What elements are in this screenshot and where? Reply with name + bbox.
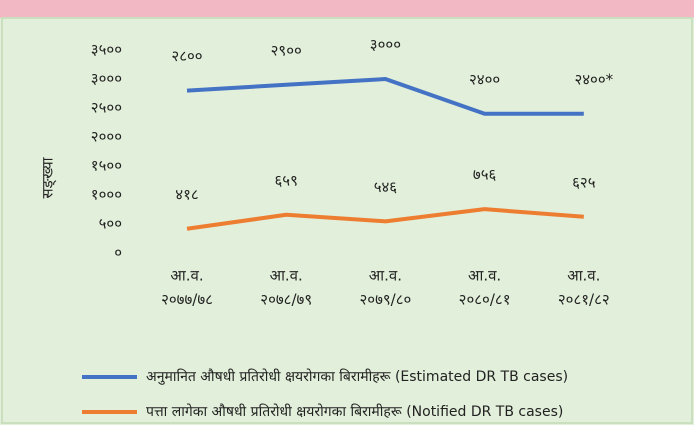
x-tick-label: आ.व. [369, 267, 402, 285]
y-axis-label: सङ्ख्या [39, 156, 57, 198]
series-line [186, 207, 584, 231]
data-label: ६२५ [572, 173, 596, 191]
legend-label: अनुमानित औषधी प्रतिरोधी क्षयरोगका बिरामी… [146, 368, 568, 385]
x-tick-label: आ.व. [567, 267, 600, 285]
data-label: २४०० [469, 70, 500, 88]
y-tick-label: ५०० [99, 215, 122, 233]
x-tick-label: आ.व. [270, 267, 303, 285]
data-label: ५४६ [374, 178, 398, 196]
x-tick-label: २०७८/७९ [260, 291, 312, 309]
data-label: २८०० [171, 47, 202, 65]
legend-label: पत्ता लागेका औषधी प्रतिरोधी क्षयरोगका बि… [146, 403, 563, 420]
series-line [186, 77, 584, 116]
x-tick-label: २०८१/८२ [558, 291, 610, 309]
data-label: २४००* [574, 70, 613, 88]
top-band [0, 0, 694, 18]
data-label: ३००० [370, 36, 401, 54]
y-tick-label: ० [114, 244, 122, 262]
x-tick-label: आ.व. [468, 267, 501, 285]
y-tick-label: २००० [91, 128, 122, 146]
frame [1, 17, 693, 424]
x-tick-label: २०८०/८१ [459, 291, 511, 309]
y-tick-label: १००० [91, 186, 122, 204]
y-tick-label: १५०० [91, 157, 122, 175]
x-tick-label: २०७९/८० [359, 291, 411, 309]
x-tick-label: २०७७/७८ [161, 291, 213, 309]
x-tick-label: आ.व. [170, 267, 203, 285]
y-tick-label: ३५०० [91, 41, 122, 59]
y-tick-label: ३००० [91, 70, 122, 88]
data-label: ७५६ [473, 166, 497, 184]
data-label: ४१८ [175, 185, 198, 203]
data-label: ६५९ [274, 171, 297, 189]
data-label: २९०० [271, 41, 302, 59]
y-tick-label: २५०० [91, 99, 122, 117]
